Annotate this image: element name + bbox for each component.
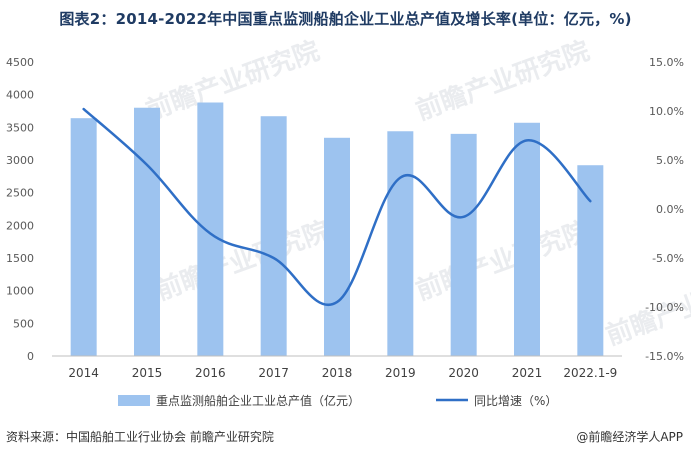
bar <box>134 107 160 356</box>
credit-note: @前瞻经济学人APP <box>576 430 683 444</box>
bar <box>577 165 604 356</box>
category-label: 2022.1-9 <box>563 366 617 380</box>
bar <box>387 131 414 356</box>
left-axis-tick-label: 500 <box>13 317 34 330</box>
left-axis-tick-label: 3500 <box>6 121 34 134</box>
left-axis-tick-label: 4000 <box>6 89 34 102</box>
right-axis-tick-label: -10.0% <box>645 301 684 314</box>
category-label: 2015 <box>132 366 163 380</box>
watermark-text: 前瞻产业研究院 <box>412 35 594 126</box>
bar <box>450 133 477 356</box>
chart-title: 图表2：2014-2022年中国重点监测船舶企业工业总产值及增长率(单位：亿元，… <box>59 10 632 28</box>
right-axis-tick-label: -15.0% <box>645 350 684 363</box>
right-axis-tick-label: 0.0% <box>656 203 684 216</box>
category-label: 2016 <box>195 366 226 380</box>
bar <box>514 122 540 356</box>
growth-rate-line <box>82 107 592 306</box>
left-axis-tick-label: 0 <box>27 350 34 363</box>
source-note: 资料来源：中国船舶工业行业协会 前瞻产业研究院 <box>6 430 274 444</box>
category-label: 2019 <box>385 366 416 380</box>
watermark-text: 前瞻产业研究院 <box>152 215 334 306</box>
category-label: 2014 <box>68 366 99 380</box>
right-axis-tick-label: -5.0% <box>652 252 684 265</box>
left-axis-tick-label: 3000 <box>6 154 34 167</box>
legend-label-bar: 重点监测船舶企业工业总产值（亿元） <box>156 393 360 408</box>
bar <box>197 102 224 356</box>
bar <box>260 116 287 356</box>
legend-label-line: 同比增速（%） <box>474 394 557 408</box>
left-axis-tick-label: 1500 <box>6 252 34 265</box>
category-label: 2017 <box>258 366 289 380</box>
left-axis-tick-label: 4500 <box>6 56 34 69</box>
category-label: 2020 <box>448 366 479 380</box>
category-label: 2021 <box>512 366 543 380</box>
right-axis-tick-label: 5.0% <box>656 154 684 167</box>
left-axis-tick-label: 1000 <box>6 285 34 298</box>
right-axis-tick-label: 10.0% <box>649 105 684 118</box>
legend-swatch-bar <box>118 395 150 406</box>
left-axis-tick-label: 2000 <box>6 219 34 232</box>
category-label: 2018 <box>322 366 353 380</box>
watermark-text: 前瞻产业研究院 <box>142 35 324 126</box>
bar <box>70 118 97 356</box>
watermark-text: 前瞻产业研究院 <box>412 215 594 306</box>
right-axis-tick-label: 15.0% <box>649 56 684 69</box>
bar <box>324 137 350 356</box>
left-axis-tick-label: 2500 <box>6 187 34 200</box>
